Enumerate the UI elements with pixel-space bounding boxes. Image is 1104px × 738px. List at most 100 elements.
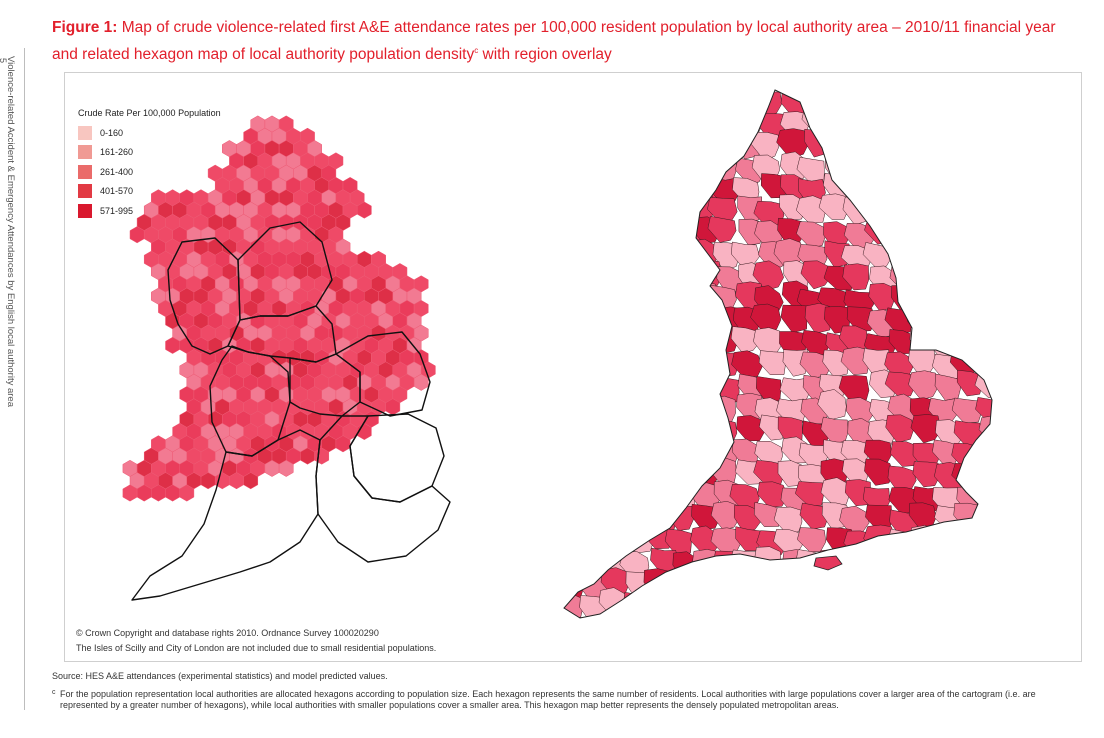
local-authority-area: [779, 377, 811, 403]
local-authority-area: [820, 592, 849, 618]
local-authority-area: [581, 376, 613, 404]
local-authority-area: [974, 217, 992, 246]
local-authority-area: [603, 288, 631, 317]
local-authority-area: [735, 90, 764, 116]
local-authority-area: [646, 397, 678, 423]
local-authority-area: [930, 553, 957, 580]
hexagon-cell: [385, 398, 401, 416]
local-authority-area: [927, 196, 957, 221]
local-authority-area: [564, 132, 591, 159]
legend-title: Crude Rate Per 100,000 Population: [78, 108, 221, 118]
legend-swatch: [78, 164, 92, 179]
local-authority-area: [930, 589, 959, 616]
local-authority-area: [865, 504, 893, 531]
local-authority-area: [564, 113, 588, 141]
local-authority-area: [691, 416, 722, 444]
local-authority-area: [841, 591, 871, 618]
local-authority-area: [668, 129, 697, 156]
hexagon-cell: [243, 472, 259, 490]
local-authority-area: [580, 483, 607, 510]
local-authority-area: [623, 259, 654, 287]
local-authority-area: [621, 370, 652, 396]
local-authority-area: [975, 482, 992, 513]
local-authority-area: [671, 418, 700, 445]
local-authority-area: [756, 376, 782, 403]
local-authority-area: [845, 172, 874, 198]
local-authority-area: [906, 157, 936, 185]
local-authority-area: [564, 443, 591, 470]
local-authority-area: [932, 529, 960, 558]
local-authority-area: [689, 130, 716, 156]
local-authority-area: [689, 436, 719, 464]
hexagon-cell: [356, 201, 372, 219]
local-authority-area: [582, 435, 613, 465]
local-authority-area: [910, 287, 939, 316]
local-authority-area: [868, 546, 896, 575]
local-authority-area: [668, 371, 698, 399]
local-authority-area: [795, 596, 823, 618]
local-authority-area: [599, 172, 630, 198]
local-authority-area: [907, 217, 938, 244]
local-authority-area: [579, 195, 608, 221]
local-authority-area: [868, 282, 896, 312]
local-authority-area: [603, 264, 633, 293]
legend-swatch: [78, 203, 92, 218]
local-authority-area: [908, 502, 937, 529]
local-authority-area: [971, 90, 992, 118]
legend-item: 401-570: [78, 182, 221, 202]
local-authority-area: [625, 506, 656, 538]
exclusions-note: The Isles of Scilly and City of London a…: [76, 643, 437, 653]
local-authority-area: [693, 107, 721, 135]
local-authority-area: [956, 194, 982, 223]
local-authority-area: [976, 528, 992, 559]
local-authority-area: [619, 308, 648, 335]
local-authority-area: [564, 354, 585, 381]
figure-title: Figure 1: Map of crude violence-related …: [52, 16, 1072, 66]
local-authority-area: [602, 216, 630, 244]
local-authority-area: [950, 237, 982, 265]
local-authority-area: [797, 574, 826, 599]
legend-swatch: [78, 145, 92, 160]
local-authority-area: [731, 350, 763, 378]
legend-swatch: [78, 184, 92, 199]
local-authority-area: [666, 195, 696, 225]
local-authority-area: [890, 441, 920, 467]
local-authority-area: [820, 109, 849, 137]
local-authority-area: [650, 443, 677, 469]
local-authority-area: [687, 91, 714, 121]
local-authority-area: [773, 506, 803, 535]
local-authority-area: [796, 195, 826, 224]
local-authority-area: [773, 529, 804, 554]
local-authority-area: [602, 506, 632, 535]
local-authority-area: [839, 505, 870, 536]
local-authority-area: [888, 592, 920, 618]
local-authority-area: [886, 213, 915, 243]
local-authority-area: [690, 150, 721, 179]
copyright-note: © Crown Copyright and database rights 20…: [76, 628, 379, 638]
local-authority-area: [845, 571, 871, 597]
local-authority-area: [928, 152, 956, 179]
local-authority-area: [667, 568, 696, 598]
legend-item: 0-160: [78, 123, 221, 143]
local-authority-area: [645, 173, 672, 199]
local-authority-area: [754, 441, 783, 467]
local-authority-area: [953, 90, 983, 116]
local-authority-area: [671, 282, 700, 313]
local-authority-area: [710, 418, 738, 445]
local-authority-area: [643, 568, 670, 599]
local-authority-area: [625, 459, 654, 487]
region-outline-east-midlands: [289, 353, 361, 417]
local-authority-area: [907, 134, 936, 161]
local-authority-area: [602, 394, 635, 422]
local-authority-area: [621, 90, 651, 116]
local-authority-area: [736, 415, 766, 442]
local-authority-area: [885, 414, 914, 443]
local-authority-area: [668, 237, 695, 268]
legend-label: 571-995: [100, 205, 134, 216]
local-authority-area: [906, 263, 936, 292]
local-authority-area: [583, 329, 612, 358]
legend-item: 571-995: [78, 201, 221, 221]
local-authority-area: [645, 196, 675, 228]
local-authority-area: [931, 171, 959, 201]
local-authority-area: [891, 285, 917, 312]
